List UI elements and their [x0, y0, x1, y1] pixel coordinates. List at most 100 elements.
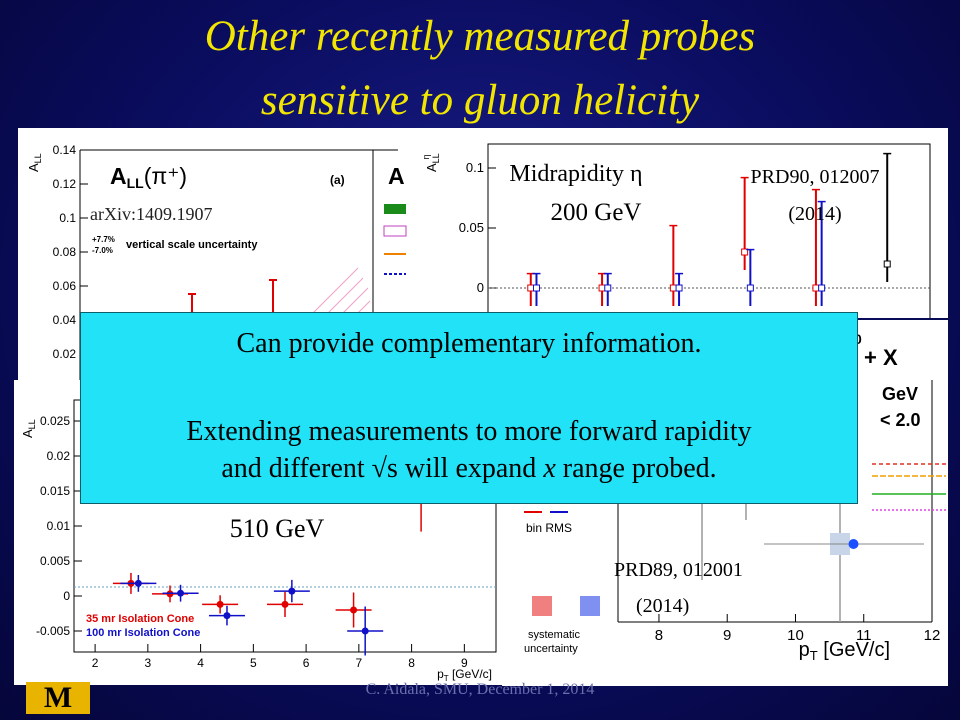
- callout-line-2: Extending measurements to more forward r…: [186, 416, 752, 447]
- x-tick: 7: [356, 644, 363, 670]
- x-tick-label: 10: [787, 627, 804, 644]
- slide-title-line1: Other recently measured probes: [204, 13, 756, 60]
- legend-bin-rms: bin RMS: [526, 521, 572, 535]
- x-tick-label: 8: [408, 656, 415, 670]
- x-tick-label: 7: [356, 656, 363, 670]
- data-point: [120, 575, 157, 592]
- x-tick-label: 6: [303, 656, 310, 670]
- data-point: [532, 272, 541, 306]
- y-tick: 0.05: [459, 220, 496, 235]
- systematic-swatch-blue: [580, 596, 600, 616]
- y-tick-label: 0.04: [53, 313, 77, 327]
- data-point: [273, 579, 310, 603]
- chart-pi0: 8 9 10 11 12 0 + X GeV < 2.0 bin RMS systema…: [524, 331, 946, 663]
- reference-prd89: PRD89, 012001: [614, 559, 743, 581]
- x-tick-label: 9: [461, 656, 468, 670]
- legend-swatch-magenta: [383, 225, 407, 237]
- data-point: [746, 248, 755, 306]
- annotation-midrapidity: Midrapidity η: [509, 161, 642, 187]
- legend-35mr: 35 mr Isolation Cone: [86, 613, 194, 625]
- reference-prd90: PRD90, 012007: [751, 166, 880, 188]
- data-point: [669, 224, 678, 306]
- y-tick: 0.12: [53, 177, 88, 191]
- partial-plot-label: A: [388, 163, 405, 189]
- y-tick-label: 0: [63, 589, 70, 603]
- x-tick: 4: [197, 644, 204, 670]
- y-axis-label: ALLη: [421, 153, 441, 172]
- x-tick-label: 11: [856, 627, 872, 644]
- x-tick-label: 2: [92, 656, 99, 670]
- x-tick-label: 12: [924, 627, 941, 644]
- x-tick-label: 5: [250, 656, 257, 670]
- x-tick: 9: [723, 614, 731, 644]
- reference-arxiv: arXiv:1409.1907: [90, 204, 212, 224]
- slide-title-line2: sensitive to gluon helicity: [260, 77, 700, 124]
- slide-footer: C. Aidala, SMU, December 1, 2014: [365, 681, 595, 698]
- y-tick-label: 0.015: [40, 484, 70, 498]
- x-tick: 12: [924, 614, 941, 644]
- scale-unc-plus: +7.7%: [92, 235, 115, 244]
- data-point: [675, 272, 684, 306]
- y-tick: 0: [63, 589, 82, 603]
- y-tick-label: 0.025: [40, 414, 70, 428]
- scale-unc-text: vertical scale uncertainty: [126, 239, 258, 251]
- title-fragment-gev: GeV: [882, 384, 918, 404]
- y-tick: 0.14: [53, 143, 88, 157]
- y-tick-label: 0: [477, 280, 484, 295]
- y-tick: 0.015: [40, 484, 82, 498]
- x-tick-label: 9: [723, 627, 731, 644]
- y-tick-label: 0.14: [53, 143, 77, 157]
- x-tick: 8: [408, 644, 415, 670]
- data-point: [335, 592, 372, 628]
- subfig-label: (a): [330, 173, 345, 187]
- x-tick: 11: [856, 614, 872, 644]
- callout-box: Can provide complementary information. E…: [80, 312, 858, 504]
- y-tick-label: 0.01: [47, 519, 71, 533]
- plot-frame: [487, 143, 931, 318]
- annotation-energy: 200 GeV: [551, 199, 642, 226]
- y-tick: 0.02: [47, 449, 82, 463]
- x-tick: 8: [655, 614, 663, 644]
- systematic-swatch-red: [532, 596, 552, 616]
- legend-swatch-green: [384, 204, 406, 214]
- y-tick-label: -0.005: [36, 624, 70, 638]
- data-point: [202, 595, 239, 614]
- y-tick: 0.1: [59, 211, 88, 225]
- reference-prd90-year: (2014): [788, 203, 841, 225]
- data-point: [817, 200, 826, 306]
- y-tick-label: 0.1: [59, 211, 76, 225]
- x-tick: 10: [787, 614, 804, 644]
- y-tick-label: 0.005: [40, 554, 70, 568]
- legend-systematic: systematic: [528, 629, 580, 641]
- x-tick-label: 3: [145, 656, 152, 670]
- x-tick-label: 4: [197, 656, 204, 670]
- title-fragment-process: + X: [864, 345, 898, 370]
- data-point: [603, 272, 612, 306]
- annotation-energy: 510 GeV: [230, 514, 325, 543]
- y-tick-label: 0.02: [47, 449, 71, 463]
- y-tick: 0.1: [466, 160, 496, 175]
- y-tick-label: 0.12: [53, 177, 77, 191]
- chart-eta-panel: 0.1 0.05 0 ALLη Midrapidity η 200 GeV PRD9…: [408, 128, 948, 318]
- university-logo: M: [26, 682, 90, 714]
- y-tick: 0.005: [40, 554, 82, 568]
- data-point: [883, 152, 892, 282]
- plot-label: ALL(π⁺): [110, 163, 187, 191]
- y-tick-label: 0.06: [53, 279, 77, 293]
- x-tick: 9: [461, 644, 468, 670]
- y-tick-label: 0.05: [459, 220, 484, 235]
- y-tick: -0.005: [36, 624, 82, 638]
- legend-100mr: 100 mr Isolation Cone: [86, 627, 200, 639]
- chart-eta: 0.1 0.05 0 ALLη Midrapidity η 200 GeV PRD9…: [421, 143, 931, 318]
- x-axis-label: pT [GeV/c]: [799, 639, 890, 663]
- callout-line-3: and different √s will expand x range pro…: [221, 453, 717, 484]
- data-point: [162, 584, 199, 602]
- y-axis-label: ALL: [26, 153, 43, 172]
- y-tick-label: 0.08: [53, 245, 77, 259]
- y-tick: 0.08: [53, 245, 88, 259]
- y-tick: 0.025: [40, 414, 82, 428]
- data-point: [740, 176, 749, 270]
- y-tick: 0.06: [53, 279, 88, 293]
- reference-prd89-year: (2014): [636, 595, 689, 617]
- data-point: [208, 605, 245, 626]
